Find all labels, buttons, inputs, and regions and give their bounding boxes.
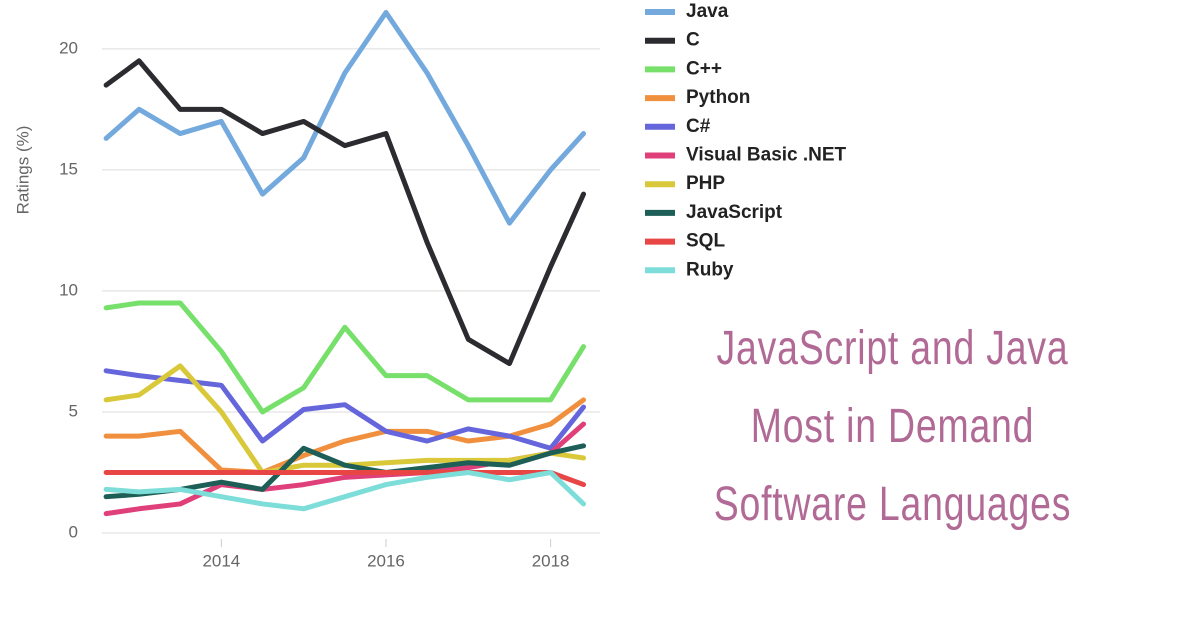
series-line	[103, 469, 587, 512]
legend-text: C++	[686, 58, 722, 79]
legend-text: Visual Basic .NET	[686, 145, 847, 166]
headline-line: JavaScript and Java	[716, 322, 1069, 375]
x-tick-label: 2014	[202, 551, 240, 570]
y-tick-label: 10	[59, 280, 78, 299]
headline-line: Software Languages	[713, 478, 1072, 531]
headline: JavaScript and Java Most in Demand Softw…	[640, 310, 1145, 544]
series-line	[103, 10, 587, 226]
y-tick-label: 0	[69, 522, 78, 541]
legend-text: C#	[686, 116, 711, 137]
legend-text: Python	[686, 87, 750, 108]
legend-text: JavaScript	[686, 202, 783, 223]
headline-line: Most in Demand	[750, 400, 1035, 453]
legend-text: PHP	[686, 173, 725, 194]
series-line	[103, 300, 587, 415]
series-line	[103, 368, 587, 451]
y-axis-label: Ratings (%)	[13, 126, 32, 215]
x-tick-label: 2016	[367, 551, 405, 570]
y-tick-label: 15	[59, 159, 78, 178]
legend-text: C	[686, 30, 700, 51]
series-line	[103, 58, 587, 367]
series-line	[103, 469, 587, 488]
legend-text: Java	[686, 1, 729, 22]
y-tick-label: 5	[69, 401, 78, 420]
legend-text: SQL	[686, 231, 725, 252]
x-tick-label: 2018	[532, 551, 570, 570]
y-tick-label: 20	[59, 38, 78, 57]
legend-text: Ruby	[686, 259, 734, 280]
